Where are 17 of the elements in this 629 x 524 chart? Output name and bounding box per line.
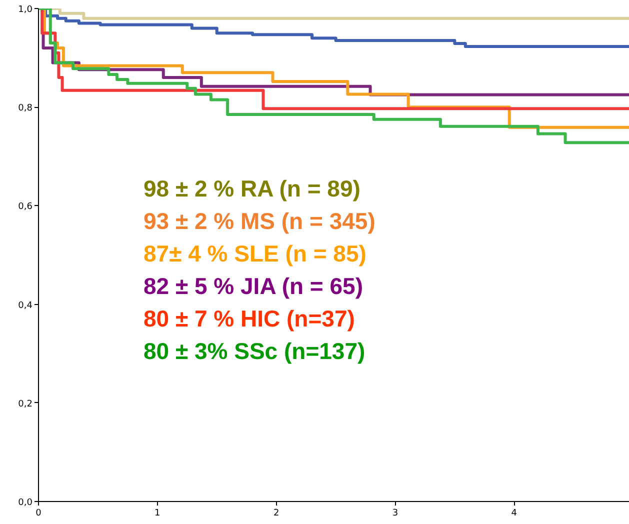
annotation: 82 ± 5 % JIA (n = 65) [144, 273, 363, 299]
x-tick-label: 0 [36, 508, 42, 518]
y-tick-label: 0,0 [18, 498, 33, 508]
x-tick-label: 1 [154, 508, 160, 518]
annotation: 80 ± 7 % HIC (n=37) [144, 306, 355, 332]
y-tick-label: 0,4 [18, 300, 33, 311]
annotation: 80 ± 3% SSc (n=137) [144, 338, 366, 364]
x-tick-label: 4 [511, 508, 518, 518]
annotation: 93 ± 2 % MS (n = 345) [144, 208, 376, 234]
annotation: 87± 4 % SLE (n = 85) [144, 240, 366, 266]
annotation: 98 ± 2 % RA (n = 89) [144, 176, 360, 202]
y-tick-label: 0,6 [18, 202, 33, 212]
x-tick-label: 3 [392, 508, 398, 518]
y-tick-label: 0,8 [18, 104, 33, 114]
x-tick-label: 2 [273, 508, 280, 518]
y-tick-label: 1,0 [18, 5, 33, 15]
y-tick-label: 0,2 [18, 399, 33, 410]
